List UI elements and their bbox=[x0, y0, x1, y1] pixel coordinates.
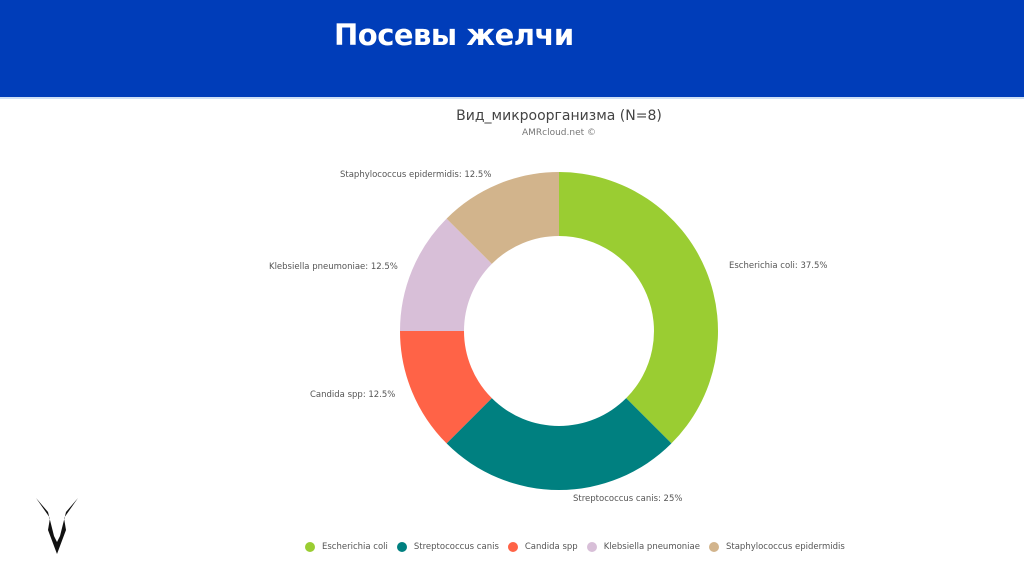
slice-label-candida-spp: Candida spp: 12.5% bbox=[310, 390, 396, 400]
legend-item-escherichia-coli[interactable]: Escherichia coli bbox=[305, 542, 388, 552]
legend-item-staphylococcus-epidermidis[interactable]: Staphylococcus epidermidis bbox=[708, 542, 845, 552]
slice-candida-spp[interactable] bbox=[400, 331, 492, 444]
slice-staphylococcus-epidermidis[interactable] bbox=[446, 172, 559, 264]
slide-header: Посевы желчи bbox=[0, 0, 1024, 99]
slice-label-escherichia-coli: Escherichia coli: 37.5% bbox=[729, 261, 828, 271]
legend-dot-icon bbox=[305, 542, 315, 552]
legend-dot-icon bbox=[396, 542, 407, 552]
legend-item-candida-spp[interactable]: Candida spp bbox=[507, 542, 578, 552]
legend-dot-icon bbox=[507, 542, 518, 552]
v-logo-icon bbox=[36, 498, 78, 554]
slice-escherichia-coli[interactable] bbox=[559, 172, 718, 444]
legend-item-streptococcus-canis[interactable]: Streptococcus canis bbox=[396, 542, 499, 552]
slice-label-klebsiella-pneumoniae: Klebsiella pneumoniae: 12.5% bbox=[269, 262, 398, 272]
legend-dot-icon bbox=[708, 542, 719, 552]
legend-item-klebsiella-pneumoniae[interactable]: Klebsiella pneumoniae bbox=[586, 542, 700, 552]
chart-title: Вид_микроорганизма (N=8) bbox=[456, 108, 662, 124]
chart-legend: Escherichia coli Streptococcus canis Can… bbox=[305, 542, 854, 552]
slice-label-staphylococcus-epidermidis: Staphylococcus epidermidis: 12.5% bbox=[340, 170, 492, 180]
slice-streptococcus-canis[interactable] bbox=[446, 398, 672, 490]
slice-label-streptococcus-canis: Streptococcus canis: 25% bbox=[573, 494, 683, 504]
chart-subtitle: AMRcloud.net © bbox=[521, 128, 597, 138]
slide-title: Посевы желчи bbox=[334, 18, 574, 52]
legend-dot-icon bbox=[586, 542, 597, 552]
slice-klebsiella-pneumoniae[interactable] bbox=[400, 218, 492, 331]
